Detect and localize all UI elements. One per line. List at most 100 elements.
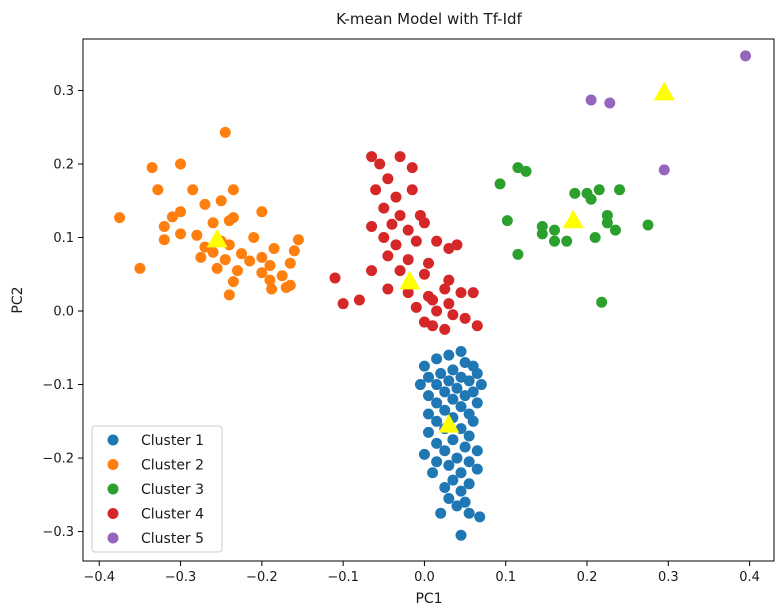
data-point (207, 217, 219, 229)
data-point (329, 272, 341, 284)
data-point (211, 262, 223, 274)
data-point (292, 234, 304, 246)
data-point (609, 224, 621, 236)
data-point (585, 193, 597, 205)
data-point (378, 232, 390, 244)
data-point (406, 162, 418, 174)
series-1 (414, 345, 487, 541)
data-point (231, 265, 243, 277)
legend-label: Cluster 5 (141, 531, 204, 547)
data-point (549, 235, 561, 247)
data-point (435, 507, 447, 519)
data-point (187, 184, 199, 196)
data-point (439, 323, 451, 335)
data-point (175, 228, 187, 240)
data-point (158, 220, 170, 232)
x-tick-label: −0.3 (165, 570, 197, 585)
data-point (520, 165, 532, 177)
data-point (114, 212, 126, 224)
data-point (604, 97, 616, 109)
data-point (459, 441, 471, 453)
data-point (394, 151, 406, 163)
data-point (443, 349, 455, 361)
data-point (455, 529, 467, 541)
data-point (431, 456, 443, 468)
data-point (455, 467, 467, 479)
data-point (447, 393, 459, 405)
data-point (256, 267, 268, 279)
data-point (431, 235, 443, 247)
legend-label: Cluster 4 (141, 507, 204, 523)
data-point (585, 94, 597, 106)
data-point (382, 250, 394, 262)
data-point (427, 467, 439, 479)
data-point (459, 390, 471, 402)
data-point (467, 287, 479, 299)
data-point (382, 283, 394, 295)
data-point (227, 184, 239, 196)
data-point (512, 248, 524, 260)
y-tick-label: −0.3 (42, 525, 74, 540)
data-point (475, 379, 487, 391)
data-point (423, 257, 434, 269)
data-point (614, 184, 626, 196)
data-point (471, 397, 483, 409)
data-point (134, 262, 146, 274)
data-point (593, 184, 605, 196)
data-point (158, 234, 170, 246)
series-3 (494, 162, 654, 308)
data-point (463, 456, 475, 468)
data-point (418, 268, 430, 280)
centroid-markers (206, 81, 675, 433)
data-point (561, 235, 573, 247)
data-point (455, 485, 467, 497)
data-point (471, 320, 483, 332)
data-point (459, 312, 471, 324)
y-tick-label: 0.1 (53, 231, 74, 246)
data-point (455, 345, 467, 357)
y-axis-label: PC2 (10, 286, 26, 313)
data-point (166, 211, 178, 223)
data-point (284, 257, 296, 269)
data-point (463, 478, 475, 490)
data-point (447, 434, 459, 446)
data-point (394, 209, 406, 221)
data-point (418, 217, 430, 229)
data-point (451, 452, 463, 464)
data-point (402, 254, 414, 266)
data-point (418, 448, 430, 460)
data-point (423, 371, 434, 383)
x-tick-label: −0.2 (246, 570, 278, 585)
data-point (467, 415, 479, 427)
series-2 (114, 126, 304, 301)
data-point (366, 151, 378, 163)
data-point (223, 289, 235, 301)
data-point (191, 229, 203, 241)
data-point (276, 270, 288, 282)
data-point (175, 158, 187, 170)
data-point (443, 375, 455, 387)
data-point (435, 368, 447, 380)
data-point (451, 382, 463, 394)
data-point (549, 224, 561, 236)
data-point (642, 219, 654, 231)
data-point (431, 379, 443, 391)
x-tick-label: −0.4 (83, 570, 115, 585)
data-point (536, 220, 548, 232)
y-tick-label: 0.0 (53, 305, 74, 320)
centroid-marker (206, 228, 228, 248)
legend-marker (107, 483, 119, 495)
data-point (439, 481, 451, 493)
data-point (146, 162, 158, 174)
data-point (431, 353, 443, 365)
x-tick-label: 0.0 (414, 570, 435, 585)
data-point (494, 178, 506, 190)
data-point (443, 243, 455, 255)
data-point (410, 235, 422, 247)
data-point (451, 500, 463, 512)
data-point (443, 459, 455, 471)
data-point (471, 368, 483, 380)
data-point (207, 246, 219, 258)
data-point (423, 426, 434, 438)
